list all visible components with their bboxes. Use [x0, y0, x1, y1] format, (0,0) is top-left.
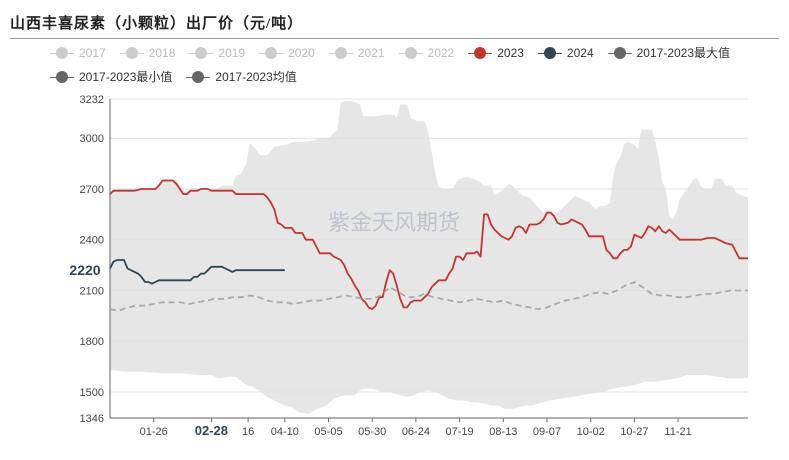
y-tick-label: 3000	[80, 133, 104, 145]
legend-label: 2017	[79, 46, 106, 60]
y-tick-label: 2100	[80, 285, 104, 297]
max-min-band	[110, 101, 748, 414]
watermark: 紫金天风期货	[328, 211, 460, 236]
x-tick-label: 08-13	[489, 426, 517, 438]
legend-item-2019[interactable]: 2019	[189, 42, 245, 64]
chart-title: 山西丰喜尿素（小颗粒）出厂价（元/吨）	[10, 16, 304, 32]
y-tick-label: 1800	[80, 336, 104, 348]
legend-item-2021[interactable]: 2021	[328, 42, 385, 64]
title-divider	[10, 38, 779, 39]
legend-swatch	[189, 47, 214, 59]
legend-label: 2017-2023最小值	[79, 70, 173, 84]
legend-label: 2020	[288, 46, 315, 60]
x-tick-label: 01-26	[140, 426, 168, 438]
legend-item-2017-2023最大值[interactable]: 2017-2023最大值	[607, 42, 731, 64]
legend-label: 2018	[148, 46, 176, 60]
y-tick-label: 2400	[80, 235, 104, 247]
legend-swatch	[50, 47, 74, 59]
legend-swatch	[119, 47, 144, 59]
x-tick-label: 04-10	[271, 426, 299, 438]
legend-item-2023[interactable]: 2023	[468, 42, 524, 64]
x-tick-label: 16	[242, 426, 254, 438]
legend-label: 2022	[427, 46, 455, 60]
y-tick-label: 2700	[80, 184, 104, 196]
series-line-2024	[109, 259, 285, 285]
legend-label: 2021	[357, 46, 385, 60]
legend-item-2017-2023最小值[interactable]: 2017-2023最小值	[50, 66, 172, 88]
legend-label: 2017-2023最大值	[636, 46, 731, 60]
series-line-2017-2023均值	[109, 281, 748, 312]
legend-label: 2024	[566, 46, 594, 60]
legend-swatch	[259, 47, 284, 59]
legend-item-2020[interactable]: 2020	[259, 42, 315, 64]
legend-swatch	[186, 71, 211, 83]
legend-label: 2019	[218, 46, 246, 60]
legend-item-2018[interactable]: 2018	[119, 42, 176, 64]
legend-swatch	[50, 71, 74, 83]
legend-label: 2023	[497, 46, 524, 60]
x-tick-label: 09-07	[533, 426, 561, 438]
legend-swatch	[468, 47, 493, 59]
x-tick-label: 06-24	[402, 426, 430, 438]
current-value-label: 2220	[69, 262, 100, 278]
x-tick-label: 10-02	[577, 426, 605, 438]
x-tick-label: 07-19	[446, 426, 474, 438]
chart-legend: 2017 2018 2019 2020 2021 2022 2023 2024 2017-202…	[50, 42, 780, 90]
x-tick-label: 05-30	[358, 426, 386, 438]
legend-item-2017[interactable]: 2017	[50, 42, 106, 64]
legend-item-2017-2023均值[interactable]: 2017-2023均值	[186, 66, 297, 88]
x-tick-label: 11-21	[664, 426, 691, 438]
legend-item-2024[interactable]: 2024	[537, 42, 594, 64]
x-tick-label: 05-05	[314, 426, 342, 438]
y-tick-label: 1500	[80, 387, 104, 399]
x-tick-label: 02-28	[195, 423, 228, 438]
legend-swatch	[537, 47, 562, 59]
legend-item-2022[interactable]: 2022	[398, 42, 455, 64]
current-value-bg	[64, 260, 106, 281]
legend-swatch	[328, 47, 353, 59]
legend-swatch	[607, 47, 632, 59]
y-tick-label: 3232	[80, 94, 104, 106]
legend-label: 2017-2023均值	[215, 70, 297, 84]
series-line-2023	[109, 179, 748, 311]
y-tick-label: 1346	[80, 413, 104, 425]
legend-swatch	[398, 47, 423, 59]
x-tick-label: 10-27	[620, 426, 648, 438]
